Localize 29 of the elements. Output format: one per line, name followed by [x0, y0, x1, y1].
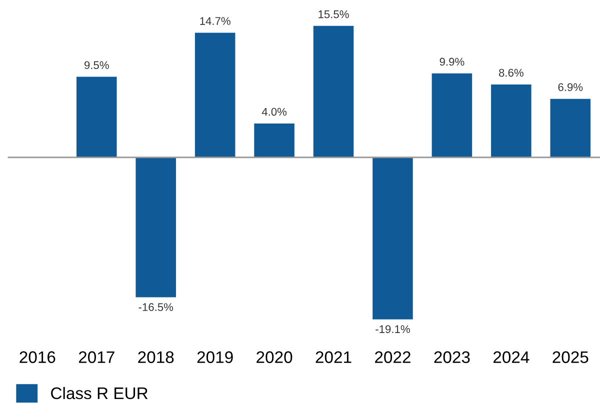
bar — [76, 76, 117, 158]
bar — [136, 157, 176, 298]
bar — [313, 26, 354, 158]
data-label: -19.1% — [376, 325, 410, 334]
x-tick-label: 2021 — [316, 351, 352, 364]
bar — [491, 84, 532, 158]
x-tick-label: 2017 — [78, 351, 114, 364]
x-tick-label: 2016 — [20, 351, 56, 364]
x-tick-label: 2025 — [552, 351, 588, 364]
data-label: 14.7% — [200, 17, 230, 25]
legend-label: Class R EUR — [51, 386, 148, 400]
bar — [432, 73, 472, 158]
x-tick-label: 2023 — [434, 351, 470, 364]
data-label: 15.5% — [318, 10, 349, 18]
x-tick-label: 2019 — [197, 351, 233, 364]
x-tick-label: 2024 — [493, 351, 530, 364]
x-tick-label: 2018 — [138, 351, 174, 364]
data-label: 4.0% — [262, 108, 287, 116]
data-label: 6.9% — [558, 83, 583, 92]
data-label: 9.9% — [440, 58, 464, 66]
data-label: 9.5% — [84, 61, 109, 70]
bar — [550, 98, 591, 158]
bar — [372, 157, 413, 320]
data-label: 8.6% — [498, 68, 524, 77]
x-tick-label: 2020 — [256, 351, 292, 364]
data-label: -16.5% — [138, 303, 174, 312]
bar — [254, 123, 294, 158]
bar — [194, 32, 236, 158]
x-tick-label: 2022 — [375, 351, 410, 364]
